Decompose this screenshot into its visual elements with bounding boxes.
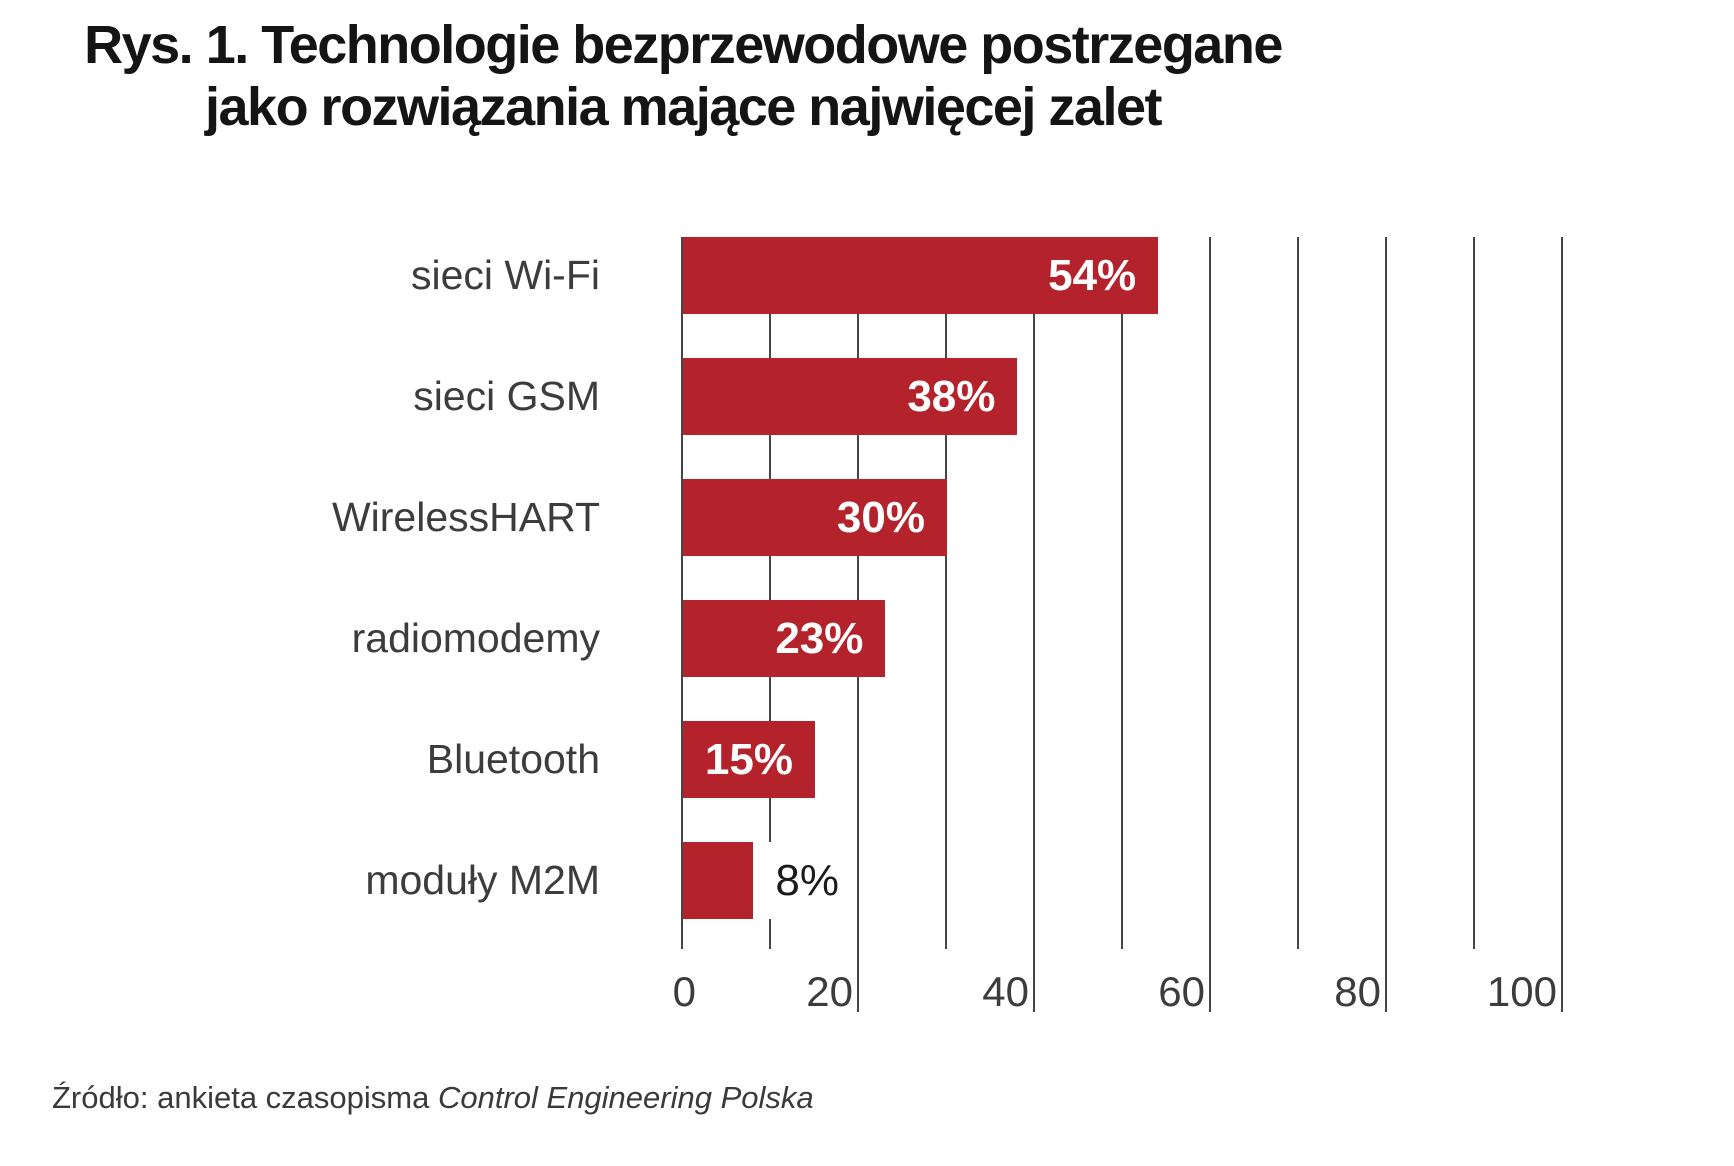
value-label: 54%: [1048, 251, 1137, 300]
x-tick-label-20: 20: [806, 968, 853, 1015]
bar: [683, 237, 1159, 314]
gridline-90: [1473, 237, 1475, 949]
gridline-100: [1561, 237, 1563, 1012]
gridline-60: [1209, 237, 1211, 1012]
source-caption: Źródło: ankieta czasopisma Control Engin…: [52, 1080, 814, 1116]
category-label: moduły M2M: [365, 857, 600, 903]
chart-title-line-1: Rys. 1. Technologie bezprzewodowe postrz…: [84, 15, 1283, 75]
value-label: 30%: [836, 493, 925, 542]
gridline-70: [1297, 237, 1299, 949]
bar: [683, 842, 754, 919]
value-label: 8%: [755, 842, 853, 919]
gridline-40: [1033, 237, 1035, 1012]
source-caption-publication: Control Engineering Polska: [437, 1080, 814, 1115]
chart-title-line-2: jako rozwiązania mające najwięcej zalet: [205, 77, 1162, 137]
value-label: 15%: [704, 735, 793, 784]
gridline-80: [1385, 237, 1387, 1012]
x-tick-label-100: 100: [1486, 968, 1557, 1015]
category-label: sieci GSM: [413, 373, 600, 419]
category-label: radiomodemy: [351, 615, 600, 661]
bar: [683, 600, 886, 677]
category-label: Bluetooth: [426, 736, 600, 782]
bar: [683, 721, 815, 798]
x-tick-label-80: 80: [1334, 968, 1381, 1015]
category-label: WirelessHART: [331, 494, 600, 540]
value-label: 23%: [775, 614, 864, 663]
x-tick-label-60: 60: [1158, 968, 1205, 1015]
bar: [683, 358, 1018, 435]
gridline-30: [945, 237, 947, 949]
gridline-0: [681, 237, 683, 949]
bar: [683, 479, 947, 556]
x-tick-label-0: 0: [672, 968, 696, 1015]
chart-title: Rys. 1. Technologie bezprzewodowe postrz…: [0, 14, 1366, 138]
gridline-10: [769, 237, 771, 949]
source-caption-prefix: Źródło: ankieta czasopisma: [52, 1080, 438, 1115]
category-label: sieci Wi-Fi: [410, 252, 600, 298]
value-label: 38%: [907, 372, 996, 421]
x-tick-label-40: 40: [982, 968, 1029, 1015]
gridline-50: [1121, 237, 1123, 949]
